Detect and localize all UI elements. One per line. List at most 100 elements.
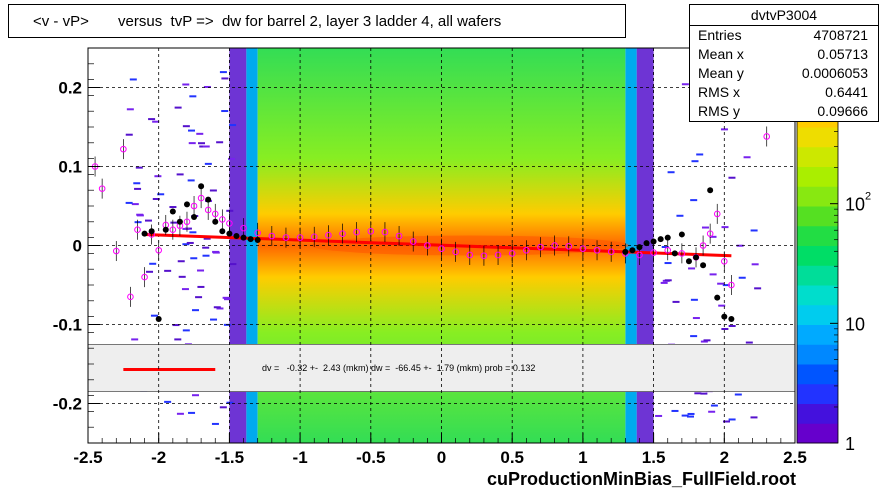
heatmap-cell (154, 175, 162, 178)
magenta-profile-point (381, 228, 389, 236)
heatmap-cell (688, 267, 696, 270)
heatmap-cell (219, 71, 227, 74)
magenta-profile-point (523, 246, 530, 254)
heatmap-cell (709, 273, 717, 276)
heatmap-cell (182, 83, 190, 86)
black-profile-point (205, 196, 212, 203)
magenta-profile-point (98, 185, 106, 192)
heatmap-cell (131, 203, 139, 206)
black-profile-point (643, 240, 650, 247)
magenta-profile-point (127, 293, 134, 301)
heatmap-cell (203, 85, 211, 88)
magenta-profile-point (579, 245, 587, 252)
colorbar-exponent: 2 (865, 191, 871, 203)
black-profile-point (721, 313, 728, 320)
stats-value: 0.09666 (817, 103, 868, 119)
black-profile-point (155, 315, 162, 322)
heatmap-cell (676, 214, 684, 217)
colorbar-label: 10 (845, 314, 865, 334)
axes: -2.5 -2 -1.5 -1 -0.5 0 0.5 1 1.5 2 2.5 -0.2 -0.1 0 0.1… (53, 47, 807, 467)
heatmap-cell (701, 226, 709, 229)
colorbar-step (797, 364, 838, 385)
heatmap-cell (216, 307, 224, 310)
stats-row-mean-x: Mean x 0.05713 (690, 45, 878, 64)
heatmap-cell (736, 244, 744, 247)
stats-row-rms-y: RMS y 0.09666 (690, 102, 878, 121)
black-profile-point (629, 247, 636, 254)
magenta-profile-point (141, 273, 148, 281)
heatmap-cell (188, 129, 196, 132)
heatmap-cell (181, 288, 189, 291)
y-tick-label: -0.2 (53, 395, 82, 414)
magenta-profile-point (254, 229, 261, 237)
black-profile-point (162, 226, 169, 233)
heatmap-cell (192, 309, 200, 312)
heatmap-cell (152, 120, 160, 123)
black-profile-point (233, 233, 240, 240)
colorbar-step (797, 304, 838, 325)
heatmap-cell (135, 166, 143, 169)
heatmap-cell (197, 269, 205, 272)
magenta-profile-point (353, 228, 360, 236)
black-profile-point (183, 201, 190, 208)
heatmap-cell (197, 285, 205, 288)
heatmap-cell (177, 260, 185, 263)
heatmap-cell (204, 162, 212, 165)
magenta-profile-point (112, 247, 120, 255)
black-profile-point (657, 236, 664, 243)
heatmap-cell (203, 237, 211, 240)
magenta-profile-point (310, 233, 318, 241)
colorbar-step (797, 403, 838, 424)
heatmap-cell (743, 156, 751, 159)
heatmap-cell (152, 198, 160, 201)
heatmap-cell (150, 314, 158, 317)
x-tick-label: 0 (437, 448, 446, 467)
heatmap-cell (734, 393, 742, 396)
heatmap-cell (681, 414, 689, 417)
heatmap-cell (703, 339, 711, 342)
magenta-profile-point (664, 246, 672, 254)
heatmap-cell (723, 420, 731, 423)
heatmap-cell (221, 77, 229, 80)
black-profile-point (678, 231, 685, 238)
heatmap-cell (195, 296, 203, 299)
colorbar-step (797, 146, 838, 167)
heatmap-cell (728, 325, 736, 328)
black-profile-point (169, 208, 176, 215)
heatmap-cell (182, 227, 190, 230)
x-tick-label: 0.5 (500, 448, 524, 467)
x-tick-label: -0.5 (356, 448, 385, 467)
magenta-profile-point (650, 249, 657, 256)
stats-value: 4708721 (813, 27, 868, 43)
heatmap-cell (190, 257, 198, 260)
colorbar-step (797, 383, 838, 404)
magenta-profile-point (699, 242, 707, 249)
stats-value: 0.0006053 (801, 65, 868, 81)
stats-value: 0.05713 (817, 46, 868, 62)
magenta-profile-point (424, 242, 431, 249)
colorbar-step (797, 344, 838, 365)
heatmap-cell (690, 298, 698, 301)
colorbar-step (797, 324, 838, 345)
magenta-profile-point (706, 230, 714, 237)
y-tick-label: 0.1 (58, 158, 82, 177)
heatmap-cell (738, 276, 746, 279)
magenta-profile-point (282, 234, 290, 241)
y-tick-label: -0.1 (53, 316, 82, 335)
heatmap-cell (136, 214, 144, 217)
x-tick-label: 2.5 (783, 448, 807, 467)
black-profile-point (176, 218, 183, 225)
stats-label: Entries (698, 27, 742, 43)
heatmap-cell (202, 246, 210, 249)
heatmap-cell (192, 394, 200, 397)
magenta-profile-point (339, 230, 346, 237)
heatmap-cell (700, 392, 708, 395)
black-profile-point (191, 214, 198, 221)
magenta-profile-point (226, 220, 233, 227)
heatmap-cell (148, 118, 156, 121)
stats-name: dvtvP3004 (690, 5, 878, 26)
heatmap-cell (681, 83, 689, 86)
heatmap-cell (661, 246, 669, 249)
x-tick-label: -2.5 (73, 448, 102, 467)
heatmap-cell (696, 153, 704, 156)
